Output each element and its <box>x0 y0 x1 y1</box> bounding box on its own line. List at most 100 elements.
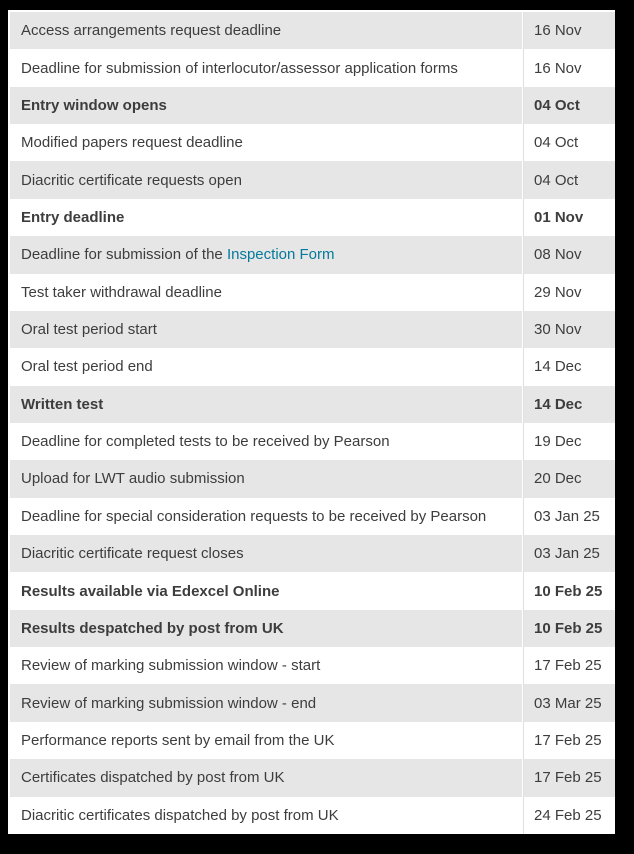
event-label: Deadline for submission of the <box>21 246 227 264</box>
event-cell: Deadline for completed tests to be recei… <box>10 422 523 461</box>
table-row: Access arrangements request deadline 16 … <box>10 12 615 50</box>
table-row: Results available via Edexcel Online 10 … <box>10 572 615 610</box>
event-label: Deadline for special consideration reque… <box>21 507 487 525</box>
event-label: Deadline for completed tests to be recei… <box>21 433 390 451</box>
date-value: 10 Feb 25 <box>534 582 603 600</box>
event-label: Modified papers request deadline <box>21 134 243 152</box>
event-cell: Modified papers request deadline <box>10 124 523 162</box>
event-cell: Certificates dispatched by post from UK <box>10 759 523 797</box>
event-cell: Diacritic certificate request closes <box>10 535 523 573</box>
table-row: Oral test period end 14 Dec <box>10 348 615 386</box>
table-row: Diacritic certificate request closes 03 … <box>10 535 615 573</box>
key-dates-table: Access arrangements request deadline 16 … <box>10 12 615 834</box>
event-label: Upload for LWT audio submission <box>21 470 245 488</box>
table-row: Deadline for submission of the Inspectio… <box>10 236 615 274</box>
date-cell: 10 Feb 25 <box>523 609 615 648</box>
event-cell: Oral test period end <box>10 348 523 386</box>
table-row: Written test 14 Dec <box>10 385 615 423</box>
date-value: 29 Nov <box>534 283 582 301</box>
event-label: Diacritic certificate requests open <box>21 171 242 189</box>
date-cell: 17 Feb 25 <box>523 721 615 760</box>
event-cell: Upload for LWT audio submission <box>10 460 523 498</box>
event-label: Results despatched by post from UK <box>21 619 284 637</box>
inspection-form-link[interactable]: Inspection Form <box>226 246 335 264</box>
date-cell: 17 Feb 25 <box>523 647 615 685</box>
table-row: Test taker withdrawal deadline 29 Nov <box>10 273 615 311</box>
event-label: Review of marking submission window - st… <box>21 657 321 675</box>
date-cell: 24 Feb 25 <box>523 796 615 834</box>
table-row: Deadline for submission of interlocutor/… <box>10 49 615 87</box>
date-value: 30 Nov <box>534 321 582 339</box>
event-cell: Results despatched by post from UK <box>10 609 523 648</box>
event-cell: Review of marking submission window - st… <box>10 647 523 685</box>
date-value: 14 Dec <box>534 395 583 413</box>
event-label: Performance reports sent by email from t… <box>21 732 335 749</box>
event-label: Entry window opens <box>21 96 167 114</box>
event-label: Test taker withdrawal deadline <box>21 283 222 301</box>
table-row: Entry deadline 01 Nov <box>10 198 615 237</box>
date-cell: 14 Dec <box>523 348 615 386</box>
table-row: Diacritic certificates dispatched by pos… <box>10 796 615 834</box>
table-row: Deadline for special consideration reque… <box>10 497 615 536</box>
table-row: Review of marking submission window - en… <box>10 684 615 722</box>
event-cell: Results available via Edexcel Online <box>10 572 523 610</box>
date-value: 24 Feb 25 <box>534 806 602 824</box>
event-label: Results available via Edexcel Online <box>21 582 280 600</box>
event-cell: Deadline for special consideration reque… <box>10 497 523 536</box>
date-cell: 08 Nov <box>523 236 615 274</box>
date-cell: 10 Feb 25 <box>523 572 615 610</box>
date-cell: 01 Nov <box>523 198 615 237</box>
event-label: Review of marking submission window - en… <box>21 694 317 712</box>
date-cell: 04 Oct <box>523 161 615 199</box>
date-cell: 19 Dec <box>523 422 615 461</box>
event-label: Oral test period start <box>21 321 157 339</box>
table-row: Upload for LWT audio submission 20 Dec <box>10 460 615 498</box>
date-cell: 30 Nov <box>523 310 615 349</box>
table-row: Modified papers request deadline 04 Oct <box>10 124 615 162</box>
date-value: 03 Jan 25 <box>534 507 600 525</box>
date-cell: 20 Dec <box>523 460 615 498</box>
table-row: Entry window opens 04 Oct <box>10 86 615 125</box>
date-value: 17 Feb 25 <box>534 657 602 675</box>
event-cell: Deadline for submission of interlocutor/… <box>10 49 523 87</box>
date-value: 01 Nov <box>534 208 584 226</box>
event-label: Deadline for submission of interlocutor/… <box>21 59 458 77</box>
event-cell: Review of marking submission window - en… <box>10 684 523 722</box>
table-row: Review of marking submission window - st… <box>10 647 615 685</box>
date-cell: 03 Jan 25 <box>523 535 615 573</box>
date-cell: 04 Oct <box>523 86 615 125</box>
table-row: Diacritic certificate requests open 04 O… <box>10 161 615 199</box>
event-label: Access arrangements request deadline <box>21 22 282 40</box>
date-value: 04 Oct <box>534 134 579 152</box>
event-cell: Diacritic certificate requests open <box>10 161 523 199</box>
date-cell: 17 Feb 25 <box>523 759 615 797</box>
event-cell: Performance reports sent by email from t… <box>10 721 523 760</box>
date-cell: 16 Nov <box>523 12 615 50</box>
date-value: 03 Mar 25 <box>534 694 602 712</box>
date-cell: 03 Jan 25 <box>523 497 615 536</box>
page-background: Access arrangements request deadline 16 … <box>8 10 615 834</box>
date-cell: 04 Oct <box>523 124 615 162</box>
date-value: 04 Oct <box>534 96 580 114</box>
event-label: Entry deadline <box>21 208 125 226</box>
table-row: Performance reports sent by email from t… <box>10 721 615 760</box>
date-value: 17 Feb 25 <box>534 769 602 787</box>
event-cell: Access arrangements request deadline <box>10 12 523 50</box>
table-row: Results despatched by post from UK 10 Fe… <box>10 609 615 648</box>
table-row: Oral test period start 30 Nov <box>10 310 615 349</box>
event-cell: Entry deadline <box>10 198 523 237</box>
date-value: 04 Oct <box>534 171 579 189</box>
date-value: 03 Jan 25 <box>534 545 600 563</box>
table-row: Certificates dispatched by post from UK … <box>10 759 615 797</box>
date-value: 19 Dec <box>534 433 582 451</box>
event-label: Written test <box>21 395 104 413</box>
event-cell: Written test <box>10 385 523 423</box>
event-label: Diacritic certificates dispatched by pos… <box>21 806 339 824</box>
date-cell: 29 Nov <box>523 273 615 311</box>
date-cell: 03 Mar 25 <box>523 684 615 722</box>
date-cell: 16 Nov <box>523 49 615 87</box>
event-cell: Deadline for submission of the Inspectio… <box>10 236 523 274</box>
date-value: 10 Feb 25 <box>534 619 603 637</box>
event-cell: Diacritic certificates dispatched by pos… <box>10 796 523 834</box>
